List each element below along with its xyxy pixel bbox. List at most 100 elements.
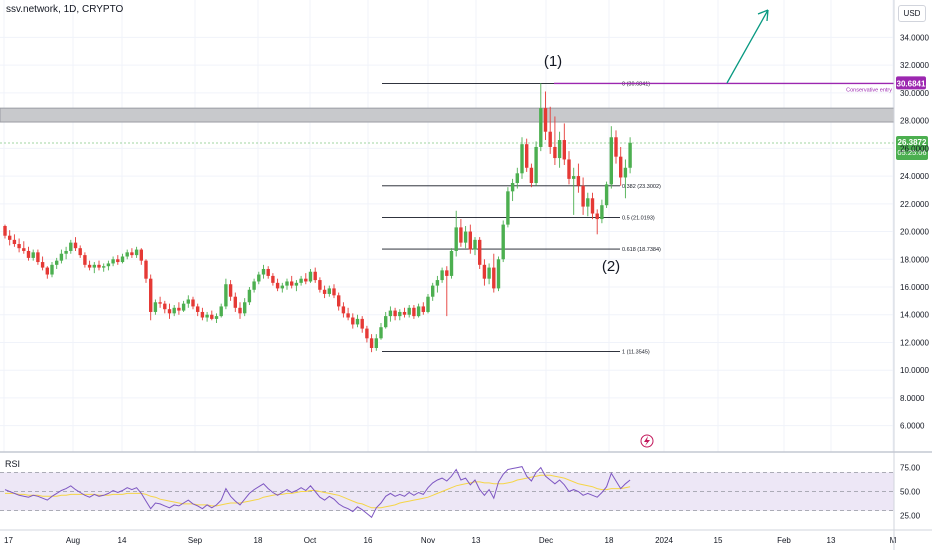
candle-body — [111, 259, 115, 264]
candle-body — [525, 144, 529, 168]
candle-body — [332, 288, 336, 296]
currency-button[interactable]: USD — [898, 5, 926, 22]
candle-body — [322, 289, 327, 294]
time-tick-label: 13 — [827, 536, 836, 545]
candle-body — [346, 313, 350, 318]
candle-body — [487, 267, 491, 279]
candle-body — [553, 146, 557, 159]
candle-body — [614, 137, 618, 157]
candle-body — [59, 253, 64, 261]
candle-body — [421, 306, 425, 312]
candle-body — [238, 307, 242, 314]
candle-body — [252, 281, 256, 290]
grid — [0, 0, 894, 452]
price-tick-label: 26.0000 — [900, 144, 929, 153]
candle-body — [8, 235, 12, 240]
candle-body — [609, 137, 613, 185]
candles — [3, 83, 632, 353]
candle-body — [73, 242, 78, 249]
price-tick-label: 32.0000 — [900, 61, 929, 70]
candle-body — [210, 314, 214, 319]
rsi-ma-line — [5, 474, 631, 509]
price-tick-label: 12.0000 — [900, 338, 929, 347]
candle-body — [379, 327, 383, 339]
candle-body — [341, 306, 346, 314]
candle-body — [40, 262, 45, 268]
rsi-pane: 75.00 50.00 25.00 — [0, 464, 921, 520]
candle-body — [64, 250, 68, 254]
candle-body — [496, 259, 501, 289]
candle-body — [374, 338, 378, 349]
symbol-name[interactable]: ssv.network — [6, 4, 59, 15]
price-tick-label: 22.0000 — [900, 200, 929, 209]
candle-body — [510, 183, 515, 192]
candle-body — [87, 264, 92, 268]
candle-body — [224, 284, 228, 307]
candle-body — [572, 176, 576, 179]
candle-body — [261, 268, 266, 275]
candle-body — [280, 285, 284, 289]
time-tick-label: Aug — [66, 536, 80, 545]
candle-body — [116, 259, 120, 263]
resistance-zone — [0, 107, 895, 144]
rsi-title[interactable]: RSI — [5, 459, 21, 469]
price-tick-label: 14.0000 — [900, 311, 929, 320]
time-tick-label: Sep — [188, 536, 203, 545]
candle-body — [31, 252, 35, 258]
candle-body — [163, 303, 167, 310]
price-tick-label: 10.0000 — [900, 366, 929, 375]
price-tick-label: 18.0000 — [900, 255, 929, 264]
time-tick-label: 17 — [4, 536, 13, 545]
candle-body — [181, 303, 186, 311]
candle-body — [586, 198, 590, 207]
candle-body — [266, 268, 270, 276]
candle-body — [393, 310, 397, 317]
candle-body — [55, 260, 59, 265]
candle-body — [482, 264, 487, 279]
candle-body — [355, 318, 360, 325]
candle-body — [275, 282, 280, 289]
candle-body — [149, 278, 153, 312]
candle-body — [459, 227, 463, 243]
target-arrow-head — [757, 9, 769, 22]
candle-body — [313, 271, 317, 281]
candle-body — [454, 227, 458, 251]
candle-body — [290, 281, 294, 286]
wave-1-label: (1) — [544, 53, 562, 70]
candle-body — [468, 231, 472, 250]
candle-body — [473, 239, 477, 250]
candle-body — [604, 184, 609, 206]
time-tick-label: Oct — [304, 536, 317, 545]
price-tick-label: 8.0000 — [900, 394, 925, 403]
fib-level-label: 1 (11.3545) — [622, 349, 650, 355]
time-tick-label: 2024 — [655, 536, 673, 545]
candle-body — [177, 307, 181, 311]
candle-body — [557, 140, 562, 159]
candle-body — [243, 302, 247, 314]
time-tick-label: Dec — [539, 536, 553, 545]
price-tick-label: 34.0000 — [900, 33, 929, 42]
candle-body — [247, 289, 252, 303]
candle-body — [600, 205, 604, 220]
candle-body — [529, 167, 534, 184]
candle-body — [318, 280, 322, 290]
candle-body — [501, 224, 505, 260]
resistance-zone-rect — [0, 107, 895, 123]
candle-body — [445, 270, 449, 276]
lightning-icon-bolt — [644, 436, 650, 446]
candle-body — [83, 255, 87, 265]
last-price-tag-bg — [896, 135, 928, 160]
time-tick-label: M — [890, 536, 897, 545]
price-tick-label: 24.0000 — [900, 172, 929, 181]
candle-body — [515, 173, 519, 184]
candle-body — [102, 266, 106, 268]
candle-body — [219, 306, 223, 317]
candle-body — [623, 167, 628, 178]
candle-body — [172, 307, 176, 314]
candle-body — [130, 252, 134, 256]
interval[interactable]: 1D — [63, 4, 77, 15]
candle-body — [271, 275, 275, 283]
